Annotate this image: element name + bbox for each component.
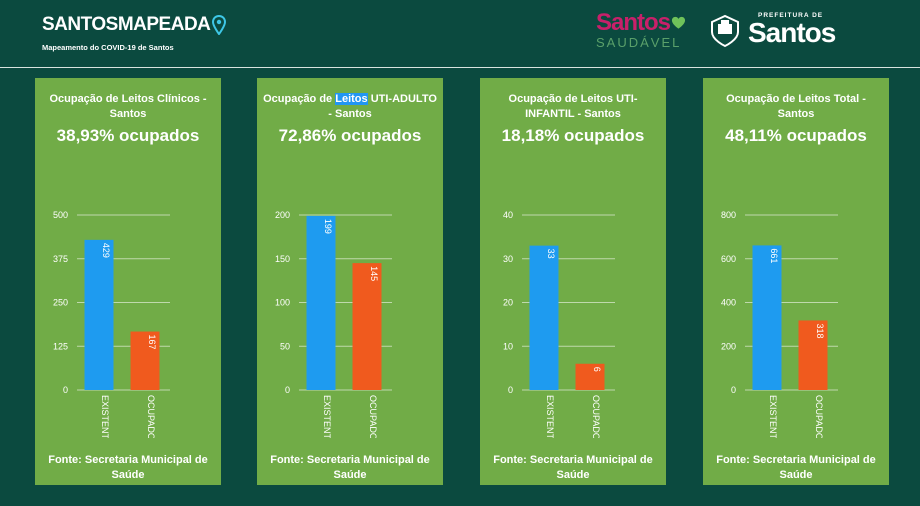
y-tick-label: 400 [721, 298, 736, 308]
bar-existente[interactable] [84, 239, 114, 390]
x-category-label: EXISTENTE [322, 395, 332, 438]
heart-icon [671, 16, 686, 29]
y-tick-label: 30 [503, 254, 513, 264]
x-category-label: OCUPADO [368, 395, 378, 438]
card-percent: 48,11% ocupados [725, 126, 867, 145]
header-divider [0, 67, 920, 68]
card-source: Fonte: Secretaria Municipal de Saúde [270, 454, 430, 481]
santos-saudavel-logo[interactable]: Santos SAUDÁVEL [596, 10, 686, 50]
y-tick-label: 100 [275, 298, 290, 308]
bar-chart: 0 10 20 30 40 33 EXISTENTE 6 OCUPADO [503, 210, 615, 438]
y-tick-label: 0 [508, 385, 513, 395]
card-percent: 38,93% ocupados [56, 126, 200, 145]
bar-ocupado[interactable] [798, 320, 828, 390]
card-percent: 72,86% ocupados [278, 126, 422, 145]
card-title: Ocupação de Leitos Total - Santos [709, 92, 883, 122]
bar-value-label: 318 [815, 323, 825, 338]
brand-subtitle: Mapeamento do COVID-19 de Santos [42, 43, 174, 52]
card-title-highlight: Leitos [335, 93, 368, 105]
card-source: Fonte: Secretaria Municipal de Saúde [48, 454, 208, 481]
bar-value-label: 33 [546, 249, 556, 259]
x-category-label: OCUPADO [591, 395, 601, 438]
card-leitos-uti-adulto: Ocupação de Leitos UTI-ADULTO - Santos 7… [257, 78, 443, 485]
y-tick-label: 0 [63, 385, 68, 395]
card-title-pre: Ocupação de [263, 93, 336, 105]
y-tick-label: 0 [285, 385, 290, 395]
x-category-label: EXISTENTE [100, 395, 110, 438]
bar-chart: 0 50 100 150 200 199 EXISTENTE 145 OCUPADO [275, 210, 392, 438]
y-tick-label: 600 [721, 254, 736, 264]
y-tick-label: 10 [503, 341, 513, 351]
bar-ocupado[interactable] [130, 331, 160, 390]
bar-existente[interactable] [752, 245, 782, 390]
bar-existente[interactable] [529, 245, 559, 390]
bar-chart: 0 125 250 375 500 429 EXISTENTE 167 OCUPADO [53, 210, 170, 438]
bar-value-label: 167 [147, 335, 157, 350]
bar-value-label: 145 [369, 266, 379, 281]
card-source: Fonte: Secretaria Municipal de Saúde [716, 454, 876, 481]
prefeitura-logo-line2: Santos [748, 17, 836, 48]
y-tick-label: 50 [280, 341, 290, 351]
card-leitos-total: Ocupação de Leitos Total - Santos 48,11%… [703, 78, 889, 485]
saudavel-logo-top: Santos [596, 10, 686, 36]
y-tick-label: 125 [53, 341, 68, 351]
location-pin-icon [212, 15, 227, 35]
card-title-text: Ocupação de Leitos Clínicos - Santos [49, 93, 207, 120]
y-tick-label: 20 [503, 298, 513, 308]
y-tick-label: 250 [53, 298, 68, 308]
y-tick-label: 500 [53, 210, 68, 220]
bar-existente[interactable] [306, 215, 336, 390]
bar-ocupado[interactable] [352, 263, 382, 390]
y-tick-label: 200 [721, 341, 736, 351]
y-tick-label: 0 [731, 385, 736, 395]
card-percent: 18,18% ocupados [501, 126, 645, 145]
brand-title-text: SANTOSMAPEADA [42, 14, 211, 35]
bar-chart: 0 200 400 600 800 661 EXISTENTE 318 OCUPADO [721, 210, 838, 438]
header: SANTOSMAPEADA Mapeamento do COVID-19 de … [0, 0, 920, 66]
x-category-label: OCUPADO [814, 395, 824, 438]
bar-value-label: 661 [769, 248, 779, 263]
prefeitura-logo[interactable]: PREFEITURA DE Santos [708, 12, 858, 52]
bar-ocupado[interactable] [575, 363, 605, 390]
bar-value-label: 429 [101, 243, 111, 258]
x-category-label: EXISTENTE [768, 395, 778, 438]
x-category-label: EXISTENTE [545, 395, 555, 438]
card-title-text: Ocupação de Leitos UTI-INFANTIL - Santos [508, 93, 638, 120]
y-tick-label: 40 [503, 210, 513, 220]
card-title-post: UTI-ADULTO - Santos [328, 93, 437, 120]
card-source: Fonte: Secretaria Municipal de Saúde [493, 454, 653, 481]
prefeitura-logo-line1: PREFEITURA DE [758, 12, 824, 19]
bar-value-label: 199 [323, 219, 333, 234]
card-title: Ocupação de Leitos UTI-ADULTO - Santos [263, 92, 437, 122]
card-leitos-uti-infantil: Ocupação de Leitos UTI-INFANTIL - Santos… [480, 78, 666, 485]
card-title: Ocupação de Leitos UTI-INFANTIL - Santos [502, 92, 644, 122]
y-tick-label: 800 [721, 210, 736, 220]
bar-value-label: 6 [592, 367, 602, 372]
saudavel-logo-line2: SAUDÁVEL [596, 35, 682, 50]
saudavel-logo-line1: Santos [596, 9, 671, 36]
y-tick-label: 150 [275, 254, 290, 264]
brand[interactable]: SANTOSMAPEADA Mapeamento do COVID-19 de … [42, 14, 227, 52]
brand-title: SANTOSMAPEADA [42, 14, 227, 36]
card-leitos-clinicos: Ocupação de Leitos Clínicos - Santos 38,… [35, 78, 221, 485]
y-tick-label: 375 [53, 254, 68, 264]
city-crest-icon [711, 14, 739, 48]
y-tick-label: 200 [275, 210, 290, 220]
x-category-label: OCUPADO [146, 395, 156, 438]
card-title: Ocupação de Leitos Clínicos - Santos [41, 92, 215, 122]
card-title-text: Ocupação de Leitos Total - Santos [726, 93, 866, 120]
